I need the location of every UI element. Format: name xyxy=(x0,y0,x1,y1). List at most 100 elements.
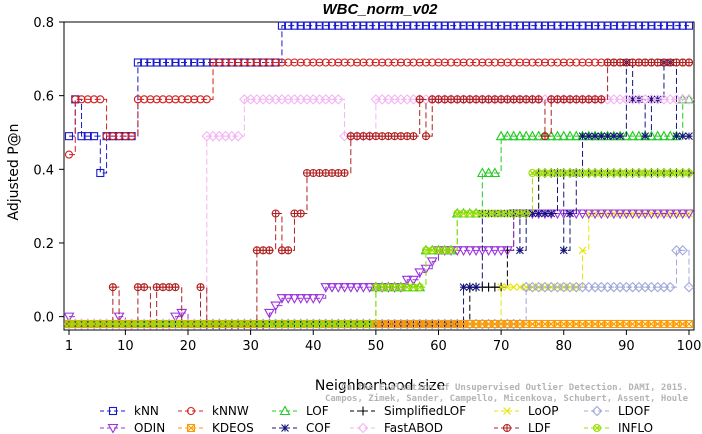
data-point xyxy=(484,209,493,218)
data-point xyxy=(340,21,349,30)
data-point xyxy=(515,209,524,218)
data-point xyxy=(346,58,355,67)
data-point xyxy=(359,21,368,30)
data-point xyxy=(428,58,437,67)
x-tick-label: 90 xyxy=(618,339,635,354)
data-point xyxy=(83,319,92,329)
data-point xyxy=(346,21,355,30)
data-point xyxy=(133,95,142,104)
data-point xyxy=(152,319,161,329)
series-kNNW xyxy=(64,58,694,159)
data-point xyxy=(495,130,507,141)
data-point xyxy=(196,95,205,104)
data-point xyxy=(296,21,305,30)
legend-item-KDEOS: KDEOS xyxy=(178,421,254,434)
x-tick-label: 50 xyxy=(368,339,385,354)
legend-label: LoOP xyxy=(528,404,559,418)
data-point xyxy=(171,58,180,67)
data-point xyxy=(121,319,130,329)
data-point xyxy=(597,21,606,30)
data-point xyxy=(421,21,431,30)
data-point xyxy=(64,132,74,141)
data-point xyxy=(564,130,576,141)
data-point xyxy=(584,168,593,178)
data-point xyxy=(302,21,312,30)
data-point xyxy=(63,312,75,323)
data-point xyxy=(334,319,343,329)
data-point xyxy=(620,130,632,141)
data-point xyxy=(559,168,568,178)
data-point xyxy=(547,21,556,30)
data-point xyxy=(672,132,681,141)
data-point xyxy=(470,246,482,256)
data-point xyxy=(390,58,399,67)
data-point xyxy=(453,209,462,218)
data-point xyxy=(609,21,618,30)
data-point xyxy=(309,58,318,67)
data-point xyxy=(440,21,449,30)
data-point xyxy=(71,95,80,104)
data-point xyxy=(627,209,639,220)
data-point xyxy=(508,130,520,141)
data-point xyxy=(483,167,495,178)
x-tick-label: 100 xyxy=(677,339,702,354)
data-point xyxy=(421,132,431,141)
legend-item-kNNW: kNNW xyxy=(178,404,249,418)
data-point xyxy=(215,58,224,67)
data-point xyxy=(528,21,537,30)
data-point xyxy=(633,130,645,141)
data-point xyxy=(628,95,637,104)
data-point xyxy=(77,319,86,329)
data-point xyxy=(365,58,374,67)
data-point xyxy=(639,209,651,220)
data-point xyxy=(547,58,556,67)
data-point xyxy=(190,95,199,104)
data-point xyxy=(290,58,299,67)
data-point xyxy=(572,58,581,67)
data-point xyxy=(340,168,349,178)
data-point xyxy=(315,58,324,67)
data-point xyxy=(490,209,499,218)
data-point xyxy=(171,319,180,329)
data-point xyxy=(240,58,249,67)
data-point xyxy=(578,58,587,67)
data-point xyxy=(453,21,462,30)
legend-item-LDF: LDF xyxy=(494,421,551,434)
data-point xyxy=(133,58,142,67)
data-point xyxy=(683,281,695,293)
data-point xyxy=(641,132,650,141)
data-point xyxy=(578,21,587,30)
data-point xyxy=(558,130,570,141)
data-point xyxy=(326,283,338,293)
data-point xyxy=(102,319,111,329)
data-point xyxy=(289,294,300,304)
data-point xyxy=(489,167,501,178)
data-point xyxy=(671,209,682,220)
data-point xyxy=(140,283,149,292)
data-point xyxy=(277,21,286,30)
data-point xyxy=(540,132,550,141)
data-point xyxy=(276,294,288,304)
data-point xyxy=(627,130,639,141)
data-point xyxy=(472,58,481,67)
data-point xyxy=(321,21,330,30)
data-point xyxy=(77,95,86,104)
data-point xyxy=(183,319,193,329)
data-point xyxy=(565,21,575,30)
data-point xyxy=(566,209,574,218)
data-point xyxy=(409,132,418,141)
data-point xyxy=(446,21,456,30)
data-point xyxy=(526,130,538,141)
data-point xyxy=(565,168,575,178)
data-point xyxy=(127,319,136,329)
data-point xyxy=(472,283,480,292)
data-point xyxy=(246,319,255,329)
legend-label: KDEOS xyxy=(212,421,254,434)
data-point xyxy=(608,209,620,220)
data-point xyxy=(384,21,393,30)
data-point xyxy=(246,58,255,67)
data-point xyxy=(121,132,130,141)
data-point xyxy=(96,319,105,329)
data-point xyxy=(252,319,261,329)
data-point xyxy=(509,209,518,218)
